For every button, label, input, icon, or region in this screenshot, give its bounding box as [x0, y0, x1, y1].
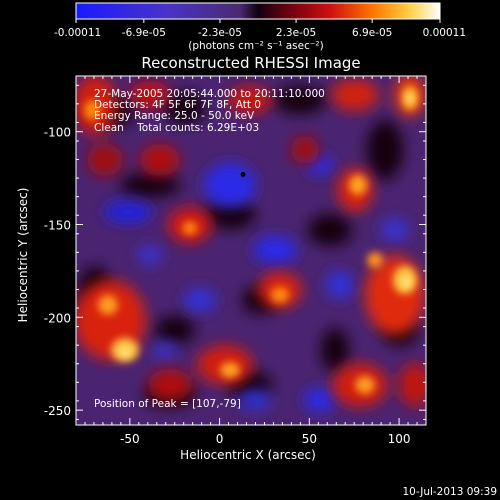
peak-marker-dot [240, 171, 246, 177]
y-tick-label: -250 [44, 404, 71, 418]
colorbar-tick-label: 0.00011 [423, 27, 466, 39]
y-tick-label: -150 [44, 219, 71, 233]
colorbar [75, 2, 441, 20]
y-tick-label: -100 [44, 126, 71, 140]
annotation-time-range: 27-May-2005 20:05:44.000 to 20:11:10.000 [94, 88, 325, 100]
x-tick-label: 50 [302, 432, 317, 446]
annotation-detectors: Detectors: 4F 5F 6F 7F 8F, Att 0 [94, 99, 261, 111]
annotation-counts: Clean Total counts: 6.29E+03 [94, 122, 259, 134]
chart-title: Reconstructed RHESSI Image [141, 54, 360, 72]
x-tick-label: -50 [120, 432, 140, 446]
x-axis-label: Heliocentric X (arcsec) [180, 448, 316, 462]
colorbar-ticks: -0.00011 -6.9e-05 -2.3e-05 2.3e-05 6.9e-05 0.… [54, 19, 466, 39]
colorbar-tick-label: 6.9e-05 [352, 27, 392, 39]
x-tick-label: 0 [216, 432, 224, 446]
annotation-energy-range: Energy Range: 25.0 - 50.0 keV [94, 110, 255, 122]
y-tick-label: -200 [44, 311, 71, 325]
x-tick-label: 100 [388, 432, 411, 446]
colorbar-tick-label: -6.9e-05 [122, 27, 166, 39]
y-axis-label: Heliocentric Y (arcsec) [16, 188, 30, 323]
peak-position-label: Position of Peak = [107,-79] [94, 398, 241, 410]
peak-marker [240, 171, 246, 177]
timestamp: 10-Jul-2013 09:39 [402, 486, 497, 498]
colorbar-tick-label: -2.3e-05 [198, 27, 242, 39]
plot-frame [75, 75, 427, 426]
y-axis-ticks: -100 -150 -200 -250 [44, 84, 426, 420]
colorbar-units: (photons cm⁻² s⁻¹ asec⁻²) [188, 40, 323, 52]
colorbar-tick-label: 2.3e-05 [276, 27, 316, 39]
colorbar-tick-label: -0.00011 [54, 27, 101, 39]
x-axis-ticks: -50 0 50 100 [84, 76, 418, 446]
heatmap-image [76, 76, 426, 425]
annotation-block: 27-May-2005 20:05:44.000 to 20:11:10.000… [94, 88, 325, 134]
